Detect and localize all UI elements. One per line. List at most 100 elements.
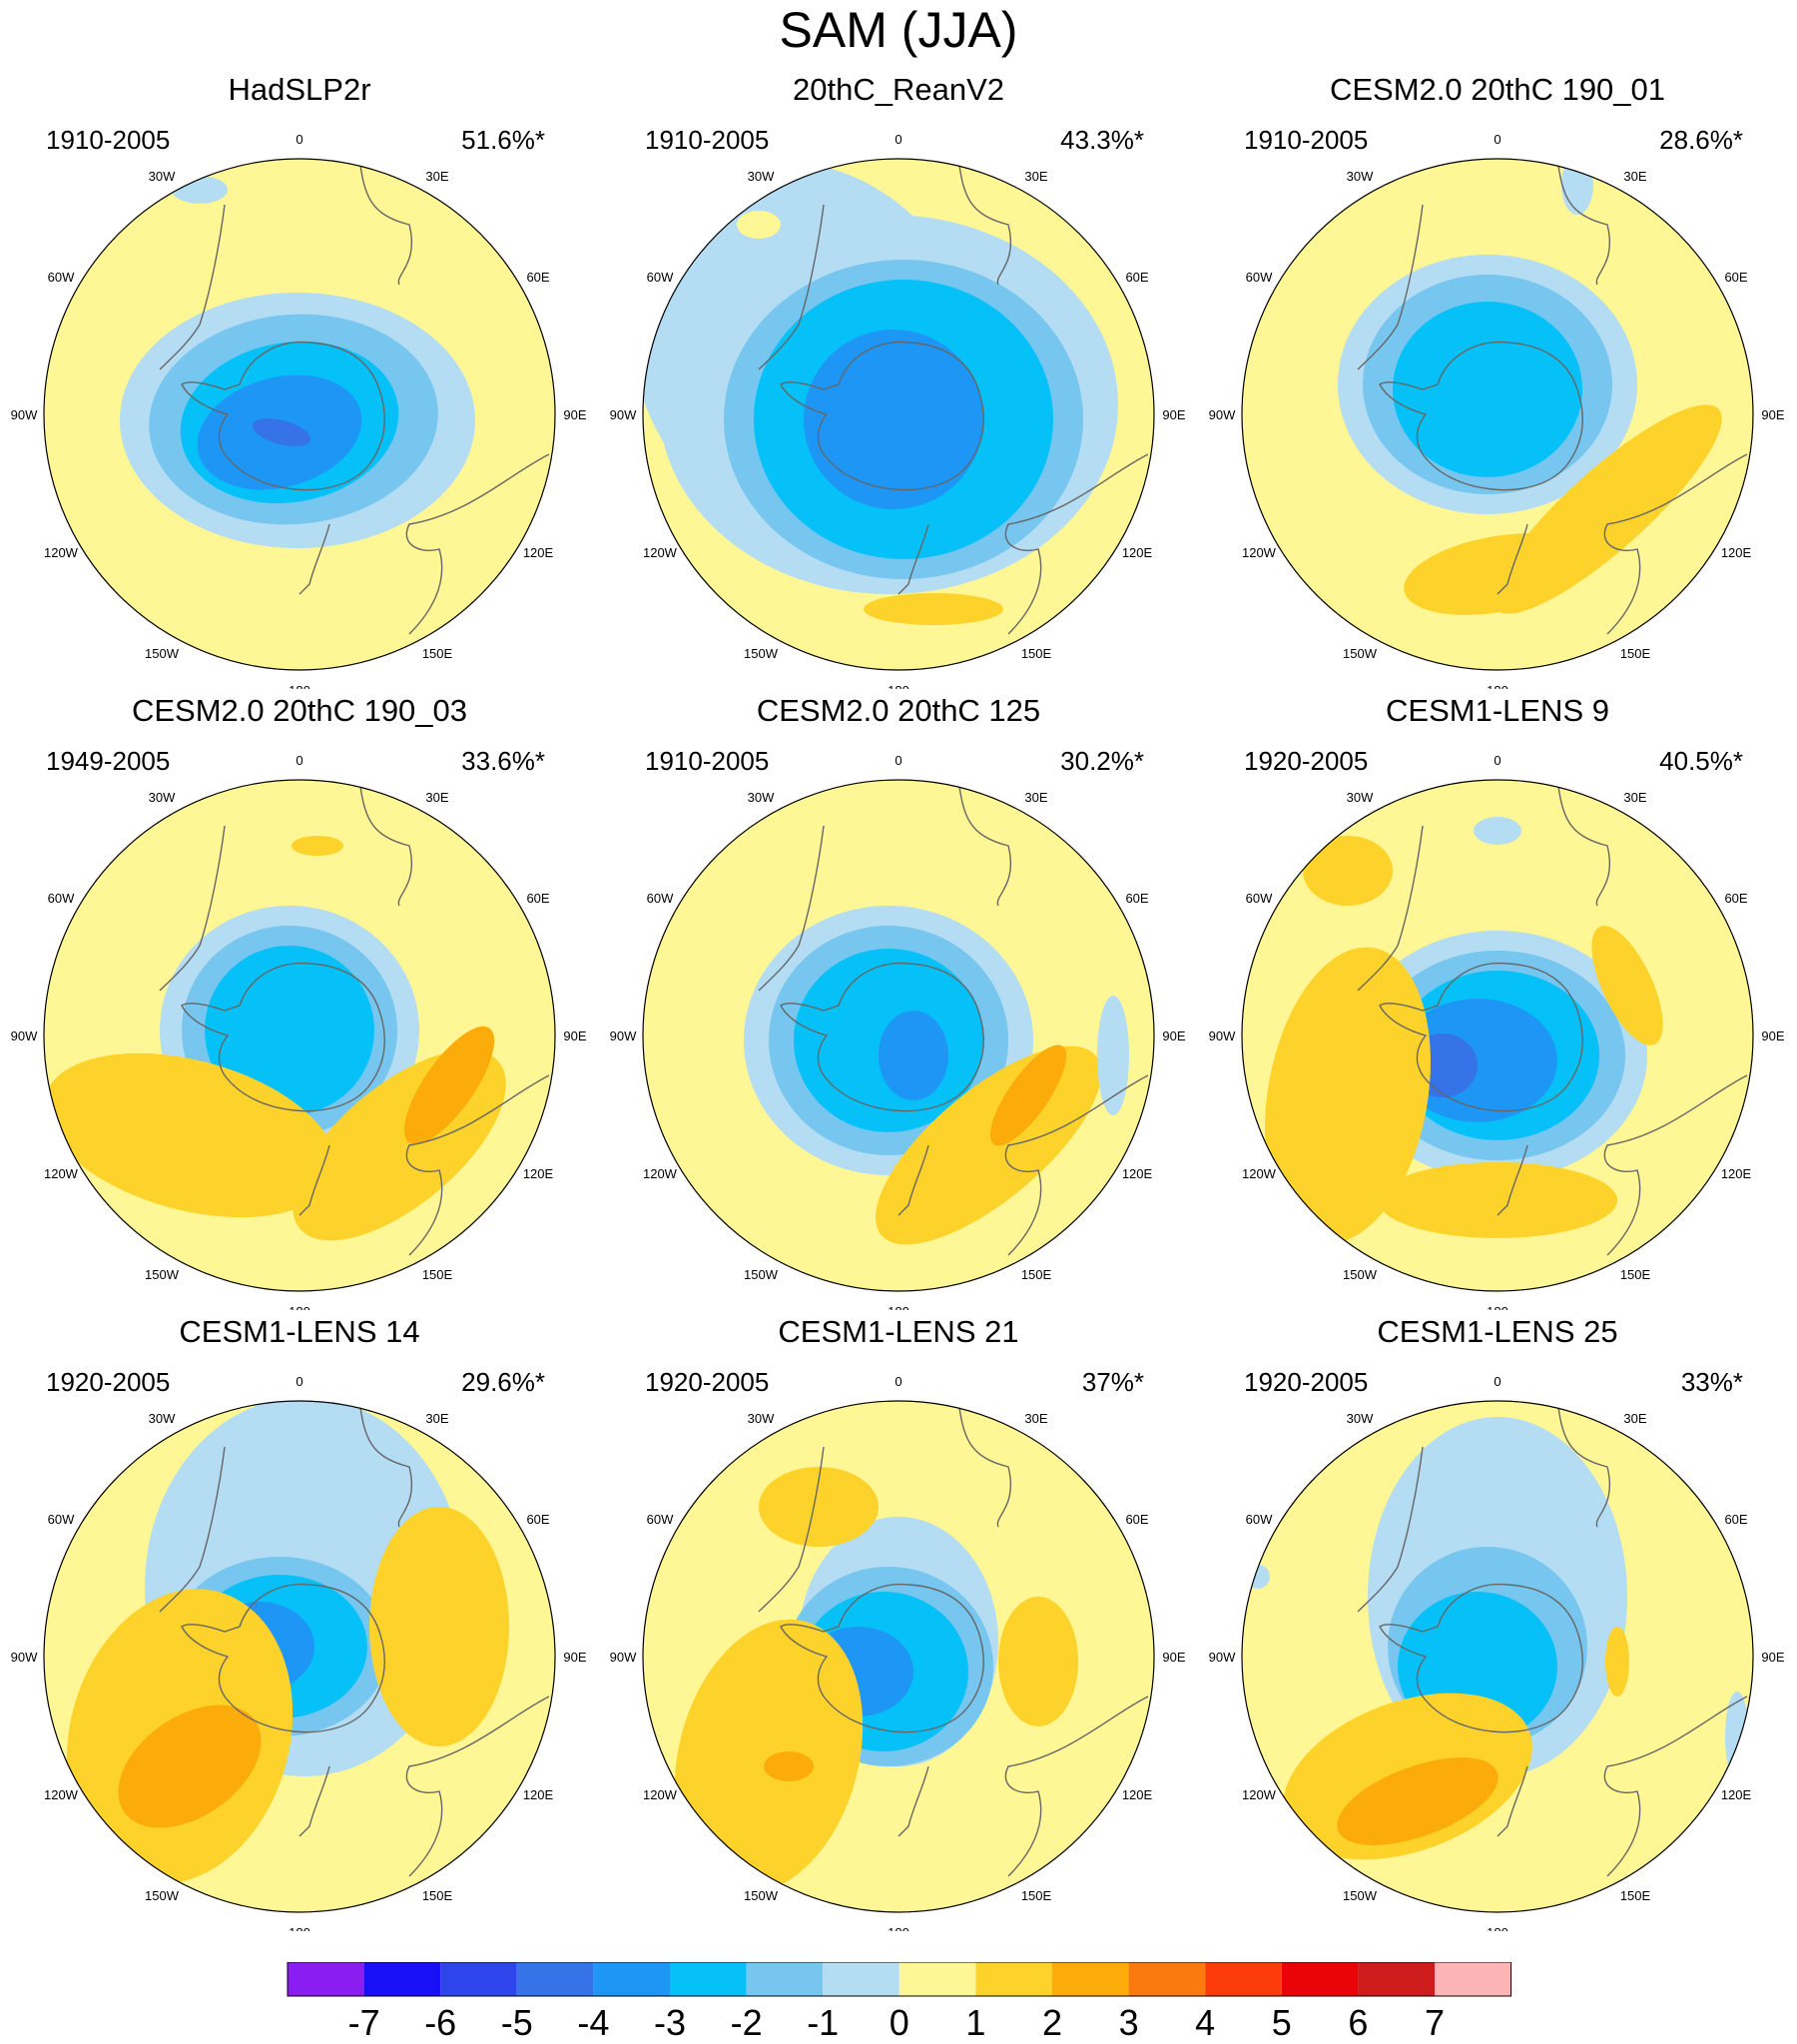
longitude-label: 30W (1347, 790, 1374, 805)
map-svg: 0 30E 60E 90E 120E 150E 180 150W 120W 90W 60W 30W (1209, 1374, 1785, 1931)
panel-period: 1920-2005 (1244, 746, 1369, 776)
longitude-label: 120E (1122, 1166, 1153, 1181)
panel-variance: 33.6%* (461, 746, 545, 776)
panel-period: 1949-2005 (46, 746, 171, 776)
longitude-label: 90E (563, 1028, 586, 1043)
australia-coastline (1004, 453, 1149, 635)
contour-region (998, 1597, 1078, 1726)
contour-region (1605, 1627, 1629, 1697)
africa-coastline (1556, 780, 1610, 907)
longitude-label: 60E (526, 1512, 549, 1527)
map-boundary (1241, 779, 1754, 1292)
coastlines (758, 159, 1149, 635)
australia-coastline (405, 1074, 550, 1256)
antarctica-coastline (780, 341, 984, 491)
anomaly-layer (744, 906, 1129, 1245)
contour-region (118, 1704, 262, 1828)
longitude-label: 60W (48, 891, 75, 906)
panel-title: HadSLP2r (228, 72, 371, 107)
map-svg: 0 30E 60E 90E 120E 150E 180 150W 120W 90W 60W 30W (610, 132, 1186, 689)
map-svg: 0 30E 60E 90E 120E 150E 180 150W 120W 90W 60W 30W (11, 1374, 587, 1931)
colorbar-label: 3 (1119, 2002, 1139, 2043)
longitude-label: 60E (1724, 1512, 1747, 1527)
colorbar-label: 1 (965, 2002, 985, 2043)
longitude-label: 30E (425, 169, 448, 184)
longitude-label: 60W (48, 1512, 75, 1527)
longitude-label: 60E (526, 270, 549, 285)
longitude-label: 0 (296, 1374, 302, 1389)
longitude-label: 120E (523, 545, 554, 560)
map-boundary (1241, 158, 1754, 671)
longitude-label: 120W (44, 1787, 79, 1802)
colorbar-swatch (975, 1962, 1052, 1996)
colorbar-swatch (363, 1962, 441, 1996)
longitude-label: 180 (1487, 1304, 1508, 1310)
longitude-label: 90E (1761, 1028, 1784, 1043)
longitude-label: 150W (145, 1888, 180, 1903)
longitude-label: 0 (895, 753, 901, 768)
contour-region (804, 330, 983, 509)
south-america-coastline (1357, 1446, 1424, 1613)
colorbar-swatch (898, 1962, 976, 1996)
longitude-label: 120E (523, 1787, 554, 1802)
contour-region (1393, 302, 1582, 477)
anomaly-layer (44, 836, 506, 1241)
longitude-label: 150W (1343, 646, 1378, 661)
map-panel: 0 30E 60E 90E 120E 150E 180 150W 120W 90W 60W 30W CE… (599, 1312, 1198, 1931)
longitude-label: 30E (1024, 169, 1047, 184)
colorbar-swatch (823, 1962, 899, 1996)
new-zealand-coastline (1497, 1144, 1528, 1216)
contour-region (1337, 1757, 1498, 1845)
longitude-label: 90W (11, 407, 38, 422)
contour-region (437, 1642, 461, 1692)
colorbar-swatch (440, 1962, 517, 1996)
longitude-label: 90W (610, 1650, 637, 1665)
longitude-label: 90E (1162, 1650, 1185, 1665)
contour-region (1591, 926, 1663, 1045)
antarctica-coastline (181, 962, 385, 1112)
longitude-label: 0 (1494, 1374, 1500, 1389)
longitude-label: 90W (1209, 1028, 1236, 1043)
contour-region (1303, 836, 1393, 906)
map-boundary (43, 779, 556, 1292)
colorbar-label: 5 (1272, 2002, 1292, 2043)
colorbar-label: -1 (807, 2002, 839, 2043)
australia-coastline (1603, 1074, 1748, 1256)
panel-variance: 30.2%* (1060, 746, 1144, 776)
longitude-label: 30W (149, 169, 176, 184)
longitude-label: 120W (643, 1166, 678, 1181)
longitude-label: 30W (149, 1411, 176, 1426)
antarctica-coastline (1379, 341, 1583, 491)
anomaly-layer (66, 1401, 509, 1884)
colorbar-label: -7 (348, 2002, 380, 2043)
longitude-label: 60W (1246, 270, 1273, 285)
longitude-label: 120W (643, 545, 678, 560)
longitude-label: 30W (748, 1411, 775, 1426)
new-zealand-coastline (898, 523, 929, 595)
map-panel: 0 30E 60E 90E 120E 150E 180 150W 120W 90W 60W 30W CE… (0, 691, 599, 1310)
africa-coastline (957, 159, 1011, 286)
longitude-label: 120W (44, 1166, 79, 1181)
panel-period: 1910-2005 (645, 125, 770, 155)
longitude-label: 90W (610, 407, 637, 422)
panel-title: CESM2.0 20thC 190_01 (1329, 72, 1666, 107)
longitude-label: 60W (647, 891, 674, 906)
longitude-label: 30E (1024, 1411, 1047, 1426)
longitude-label: 90E (1162, 1028, 1185, 1043)
map-boundary (1241, 1400, 1754, 1913)
figure-title: SAM (JJA) (779, 2, 1018, 58)
south-america-coastline (159, 825, 226, 992)
longitude-label: 180 (888, 683, 909, 689)
map-svg: 0 30E 60E 90E 120E 150E 180 150W 120W 90W 60W 30W (11, 132, 587, 689)
longitude-label: 120E (1721, 1166, 1752, 1181)
panel-variance: 43.3%* (1060, 125, 1144, 155)
antarctica-coastline (181, 341, 385, 491)
longitude-label: 150E (1620, 1888, 1651, 1903)
longitude-label: 150E (1620, 1267, 1651, 1282)
longitude-label: 150W (145, 646, 180, 661)
colorbar-swatch (1358, 1962, 1435, 1996)
longitude-label: 150E (1021, 1267, 1052, 1282)
colorbar-label: 6 (1348, 2002, 1368, 2043)
longitude-label: 120W (44, 545, 79, 560)
colorbar-swatch (1205, 1962, 1282, 1996)
